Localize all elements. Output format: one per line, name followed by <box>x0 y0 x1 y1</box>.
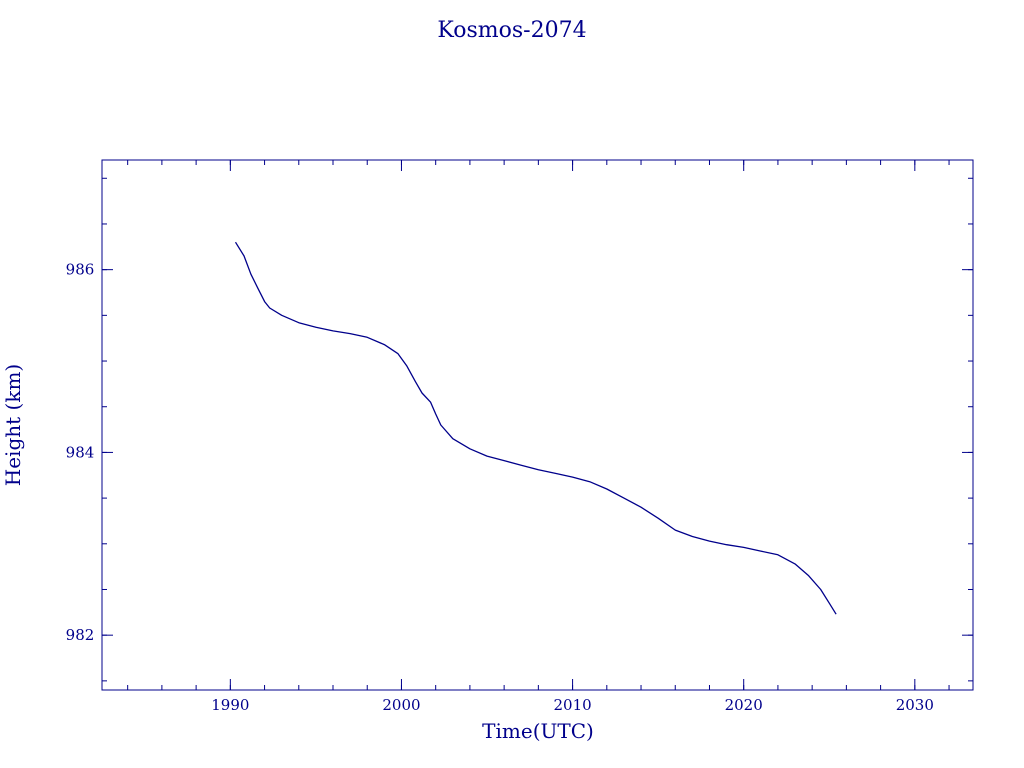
y-tick-label: 984 <box>66 443 95 461</box>
x-tick-label: 2000 <box>382 696 420 714</box>
x-tick-label: 2030 <box>896 696 934 714</box>
y-tick-label: 986 <box>66 261 95 279</box>
axis-ticks <box>102 160 973 690</box>
series-group <box>234 241 837 615</box>
plot-frame <box>101 159 974 691</box>
y-axis-label: Height (km) <box>1 364 25 486</box>
axis-tick-labels: 1990 2000 2010 2020 2030 982 984 986 <box>66 261 934 714</box>
x-tick-label: 2020 <box>725 696 763 714</box>
chart-title: Kosmos-2074 <box>437 18 586 43</box>
series-line <box>234 241 837 615</box>
x-tick-label: 2010 <box>553 696 591 714</box>
x-axis-label: Time(UTC) <box>482 719 594 743</box>
x-tick-label: 1990 <box>211 696 249 714</box>
y-tick-label: 982 <box>66 626 95 644</box>
